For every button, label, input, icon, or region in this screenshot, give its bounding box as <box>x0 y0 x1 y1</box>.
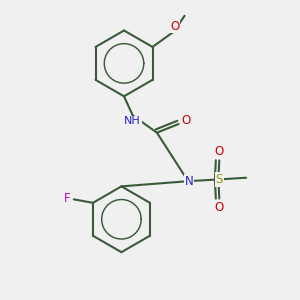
Text: NH: NH <box>124 116 141 126</box>
Text: S: S <box>216 173 223 186</box>
Text: O: O <box>170 20 180 33</box>
Text: O: O <box>182 114 191 127</box>
Text: O: O <box>215 145 224 158</box>
Text: F: F <box>64 192 70 205</box>
Text: N: N <box>184 175 193 188</box>
Text: O: O <box>215 201 224 214</box>
